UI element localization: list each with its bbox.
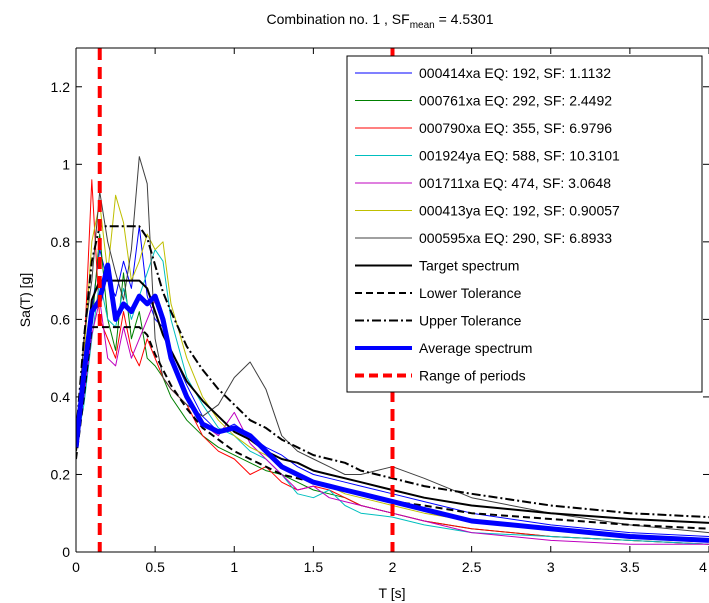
legend-entry-label: 000413ya EQ: 192, SF: 0.90057 — [419, 203, 620, 219]
y-tick-label: 1.2 — [51, 79, 71, 95]
x-tick-label: 1 — [230, 559, 238, 575]
legend-entry-label: 000414xa EQ: 192, SF: 1.1132 — [419, 65, 611, 81]
legend-entry-label: Range of periods — [419, 368, 526, 384]
x-tick-label: 0.5 — [145, 559, 165, 575]
legend-entry-label: 001924ya EQ: 588, SF: 10.3101 — [419, 148, 620, 164]
y-tick-label: 0.4 — [51, 389, 71, 405]
y-tick-label: 1 — [62, 156, 70, 172]
legend-entry-label: 001711xa EQ: 474, SF: 3.0648 — [419, 175, 611, 191]
series-line — [76, 225, 709, 519]
x-tick-label: 0 — [72, 559, 80, 575]
y-tick-label: 0.8 — [51, 234, 71, 250]
x-tick-label: 4 — [699, 559, 707, 575]
chart-title-main: Combination no. 1 , SF — [267, 11, 410, 27]
chart-title-value: = 4.5301 — [435, 11, 494, 27]
y-tick-label: 0.6 — [51, 311, 71, 327]
y-tick-label: 0 — [62, 544, 70, 560]
legend-entry-label: 000595xa EQ: 290, SF: 6.8933 — [419, 230, 612, 246]
x-tick-label: 3 — [547, 559, 555, 575]
legend-entry-label: Average spectrum — [419, 340, 532, 356]
legend-entry-label: 000761xa EQ: 292, SF: 2.4492 — [419, 93, 612, 109]
legend-box — [346, 55, 703, 393]
chart-title-subscript: mean — [410, 20, 435, 31]
x-axis-label: T [s] — [379, 585, 406, 601]
legend-entry-label: Lower Tolerance — [419, 285, 522, 301]
x-tick-label: 2.5 — [462, 559, 482, 575]
y-tick-label: 0.2 — [51, 466, 71, 482]
legend: 000414xa EQ: 192, SF: 1.1132 000761xa EQ:… — [346, 55, 703, 393]
x-tick-label: 2 — [389, 559, 397, 575]
x-tick-label: 1.5 — [304, 559, 324, 575]
tick-labels: 0 0.5 1 1.5 2 2.5 3 3.5 4 0 0.2 0.4 0.6 0.8 1 1.2 — [51, 79, 708, 575]
chart-title: Combination no. 1 , SFmean = 4.5301 — [267, 11, 494, 31]
x-tick-label: 3.5 — [620, 559, 640, 575]
series-line — [76, 262, 709, 543]
legend-entry-label: Upper Tolerance — [419, 313, 522, 329]
legend-entry-label: 000790xa EQ: 355, SF: 6.9796 — [419, 120, 612, 136]
legend-entry-label: Target spectrum — [419, 258, 519, 274]
y-axis-label: Sa(T) [g] — [17, 273, 33, 327]
